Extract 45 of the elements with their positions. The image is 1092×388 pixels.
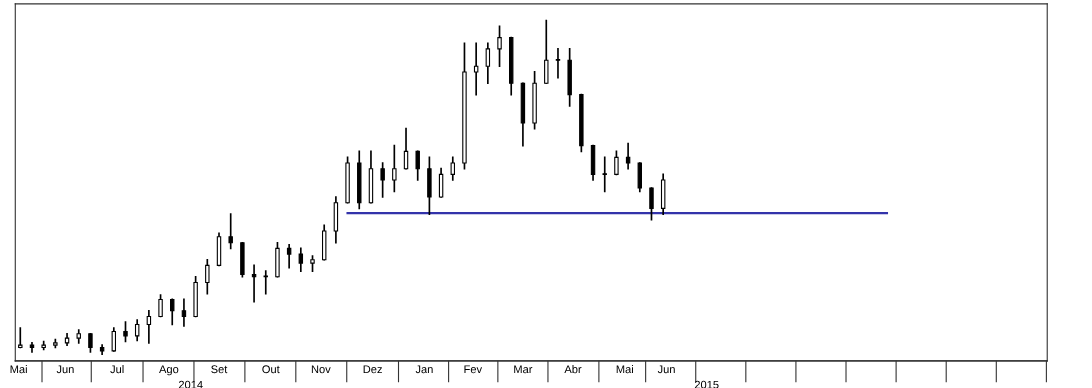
x-tick-label: Mai bbox=[616, 365, 633, 374]
x-tick-label: Mai bbox=[10, 365, 27, 374]
x-tick-label: Fev bbox=[464, 365, 483, 374]
candlestick bbox=[380, 162, 385, 198]
candlestick bbox=[134, 319, 140, 342]
x-tick-label: Jan bbox=[415, 365, 433, 374]
candlestick bbox=[544, 19, 549, 85]
x-tick-label: Dez bbox=[363, 365, 382, 374]
x-tick-label: Nov bbox=[311, 365, 331, 374]
candlestick bbox=[286, 243, 292, 269]
x-tick-label: Ago bbox=[159, 365, 179, 376]
candlestick bbox=[614, 150, 619, 176]
candlestick bbox=[415, 150, 420, 181]
x-tick-label: Jul bbox=[110, 365, 124, 374]
candlestick bbox=[170, 298, 175, 326]
text: 2015 bbox=[694, 380, 719, 388]
x-tick-label: Jun bbox=[657, 365, 675, 374]
x-tick-label: Mar bbox=[514, 365, 533, 374]
candlestick bbox=[263, 270, 268, 295]
candlestick bbox=[473, 42, 479, 96]
candlestick bbox=[485, 42, 491, 85]
candlestick bbox=[392, 144, 397, 193]
x-tick-label: Out bbox=[262, 365, 280, 374]
candlestick bbox=[555, 48, 561, 79]
x-tick-label: Jun bbox=[56, 365, 74, 374]
candlestick bbox=[450, 156, 456, 181]
candlestick bbox=[438, 167, 444, 198]
candlestick bbox=[88, 332, 93, 353]
x-tick-label: Abr bbox=[564, 365, 582, 374]
candlestick bbox=[158, 294, 163, 318]
x-tick-label: Set bbox=[211, 365, 228, 374]
candlestick bbox=[298, 247, 304, 272]
candlestick bbox=[205, 258, 210, 295]
candlestick bbox=[18, 327, 23, 349]
candlestick bbox=[41, 340, 46, 351]
candlestick bbox=[181, 298, 187, 327]
candlestick bbox=[146, 309, 152, 344]
candlestick bbox=[602, 156, 607, 193]
text: 2014 bbox=[178, 380, 203, 388]
candlestick bbox=[228, 213, 233, 250]
candlestick bbox=[497, 25, 502, 68]
candlestick bbox=[123, 321, 128, 343]
candlestick bbox=[649, 187, 654, 221]
candlestick bbox=[111, 327, 117, 352]
candlestick bbox=[625, 142, 631, 170]
